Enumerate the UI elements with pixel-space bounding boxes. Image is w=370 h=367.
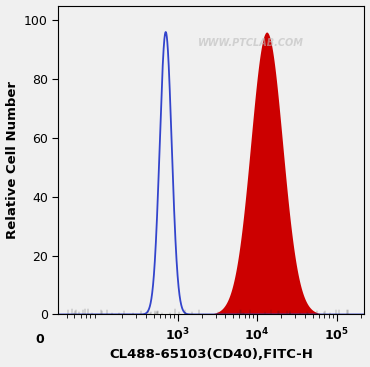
Text: WWW.PTCLAB.COM: WWW.PTCLAB.COM [198, 38, 304, 48]
X-axis label: CL488-65103(CD40),FITC-H: CL488-65103(CD40),FITC-H [110, 348, 313, 361]
Text: 0: 0 [36, 333, 44, 346]
Y-axis label: Relative Cell Number: Relative Cell Number [6, 81, 18, 239]
